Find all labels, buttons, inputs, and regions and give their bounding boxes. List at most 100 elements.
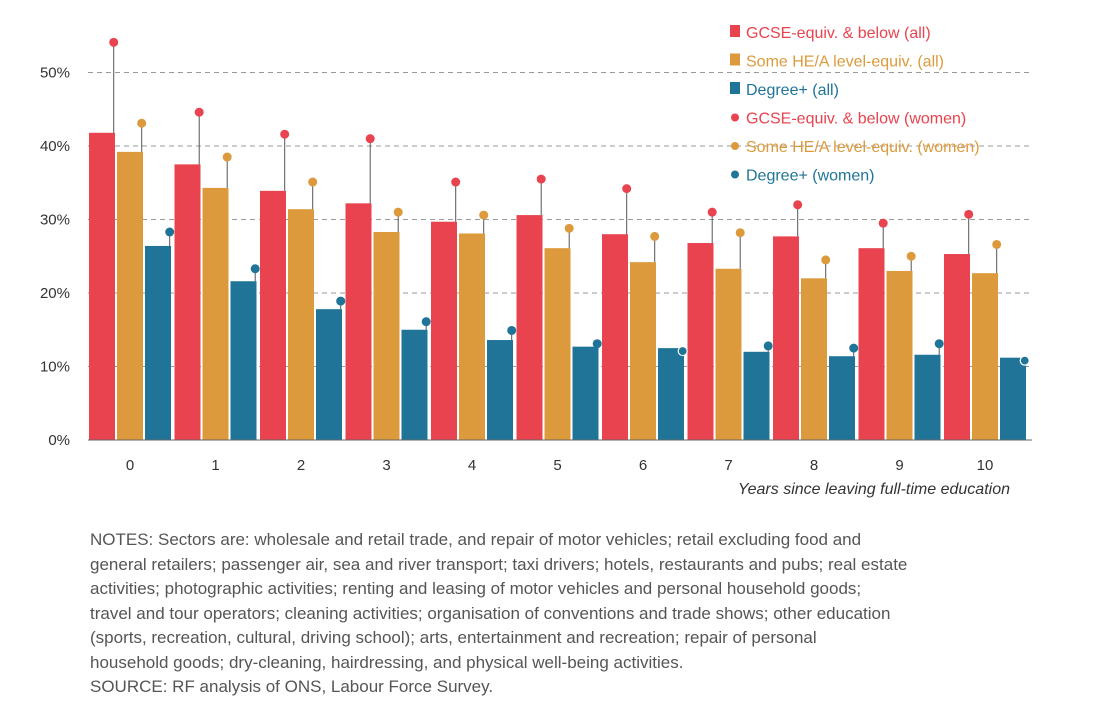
notes-line: NOTES: Sectors are: wholesale and retail… [90,530,862,549]
x-tick-label: 6 [639,457,647,474]
marker-some-he-women [821,255,831,265]
marker-some-he-women [308,177,318,187]
bar-gcse-all [687,243,714,440]
marker-degree-women [677,345,688,357]
marker-some-he-women [650,231,660,241]
bar-gcse-all [773,236,799,440]
legend-label: GCSE-equiv. & below (all) [746,25,931,42]
bar-some-he-all [117,151,143,440]
legend-swatch [730,25,740,37]
bar-some-he-all [202,187,229,440]
bar-some-he-all [459,233,485,440]
marker-gcse-women [878,218,888,228]
x-tick-label: 10 [977,457,994,474]
legend: GCSE-equiv. & below (all) Some HE/A level… [730,25,980,185]
marker-some-he-women [906,251,916,261]
x-tick-label: 4 [468,457,476,474]
x-tick-label: 7 [724,457,732,474]
bar-some-he-all [373,231,400,440]
marker-degree-women [849,343,859,353]
marker-gcse-women [793,200,803,210]
bar-gcse-all [89,132,115,440]
bar-some-he-all [544,248,571,440]
bar-degree-all [145,245,171,440]
marker-degree-women [934,339,944,349]
marker-some-he-women [992,239,1002,249]
marker-some-he-women [564,223,574,233]
bar-gcse-all [944,254,970,440]
y-tick-label: 30% [40,212,70,229]
marker-degree-women [336,296,346,306]
marker-some-he-women [393,207,403,217]
legend-swatch [730,53,740,66]
marker-gcse-women [365,134,375,144]
bar-degree-all [572,346,599,440]
marker-degree-women [763,341,773,351]
marker-degree-women [250,264,260,274]
marker-gcse-women [451,177,461,187]
y-tick-label: 0% [48,432,70,449]
legend-marker [731,142,739,150]
notes-line: activities; photographic activities; ren… [90,579,862,598]
y-tick-label: 10% [40,359,70,376]
bar-some-he-all [972,273,998,440]
marker-gcse-women [109,37,119,47]
bar-gcse-all [602,234,628,440]
bar-degree-all [230,281,257,440]
bar-gcse-all [260,190,286,440]
legend-label: Degree+ (all) [746,82,839,99]
marker-degree-women [1019,355,1030,366]
y-tick-label: 50% [40,65,70,82]
notes-line: travel and tour operators; cleaning acti… [90,603,891,623]
y-tick-label: 40% [40,138,70,155]
x-tick-label: 8 [810,457,818,474]
legend-marker [731,170,739,179]
legend-label: Some HE/A level-equiv. (women) [746,139,980,156]
bars [89,132,1026,440]
marker-some-he-women [735,228,745,238]
legend-label: Degree+ (women) [746,168,875,185]
bar-some-he-all [288,209,314,440]
bar-degree-all [829,356,855,440]
marker-degree-women [165,227,175,237]
marker-gcse-women [622,184,632,194]
x-tick-label: 0 [126,457,134,474]
bar-gcse-all [516,215,543,440]
marker-gcse-women [707,207,717,217]
x-tick-label: 3 [382,457,390,474]
women-markers [109,37,1030,366]
bar-degree-all [316,309,342,440]
bar-degree-all [743,351,770,440]
bar-chart: 0% 10% 20% 30% 40% 50% 0 1 2 3 4 5 6 7 8 9 10 Years sin… [40,25,1032,498]
y-tick-label: 20% [40,285,70,302]
bar-some-he-all [801,278,827,440]
bar-degree-all [914,354,941,440]
marker-some-he-women [137,118,147,128]
marker-degree-women [592,339,602,349]
notes-line: (sports, recreation, cultural, driving s… [90,628,817,647]
marker-degree-women [507,325,517,335]
notes-line: general retailers; passenger air, sea an… [90,554,908,574]
marker-gcse-women [280,129,290,139]
bar-degree-all [401,329,428,440]
marker-gcse-women [194,107,204,117]
notes-and-source: NOTES: Sectors are: wholesale and retail… [90,528,1080,700]
marker-gcse-women [964,209,974,219]
legend-label: Some HE/A level-equiv. (all) [746,54,944,71]
marker-degree-women [421,317,431,327]
x-tick-label: 5 [553,457,561,474]
bar-gcse-all [345,203,372,440]
x-axis-title: Years since leaving full-time education [738,481,1010,498]
bar-degree-all [487,340,513,440]
bar-degree-all [1000,357,1026,440]
x-tick-label: 2 [297,457,305,474]
bar-gcse-all [174,164,201,440]
bar-some-he-all [630,262,656,440]
x-axis-tick-labels: 0 1 2 3 4 5 6 7 8 9 10 [126,457,994,474]
marker-some-he-women [479,210,489,220]
x-tick-label: 1 [211,457,219,474]
marker-some-he-women [222,152,232,162]
y-axis-tick-labels: 0% 10% 20% 30% 40% 50% [40,65,70,450]
bar-degree-all [658,348,684,440]
legend-marker [731,113,739,122]
